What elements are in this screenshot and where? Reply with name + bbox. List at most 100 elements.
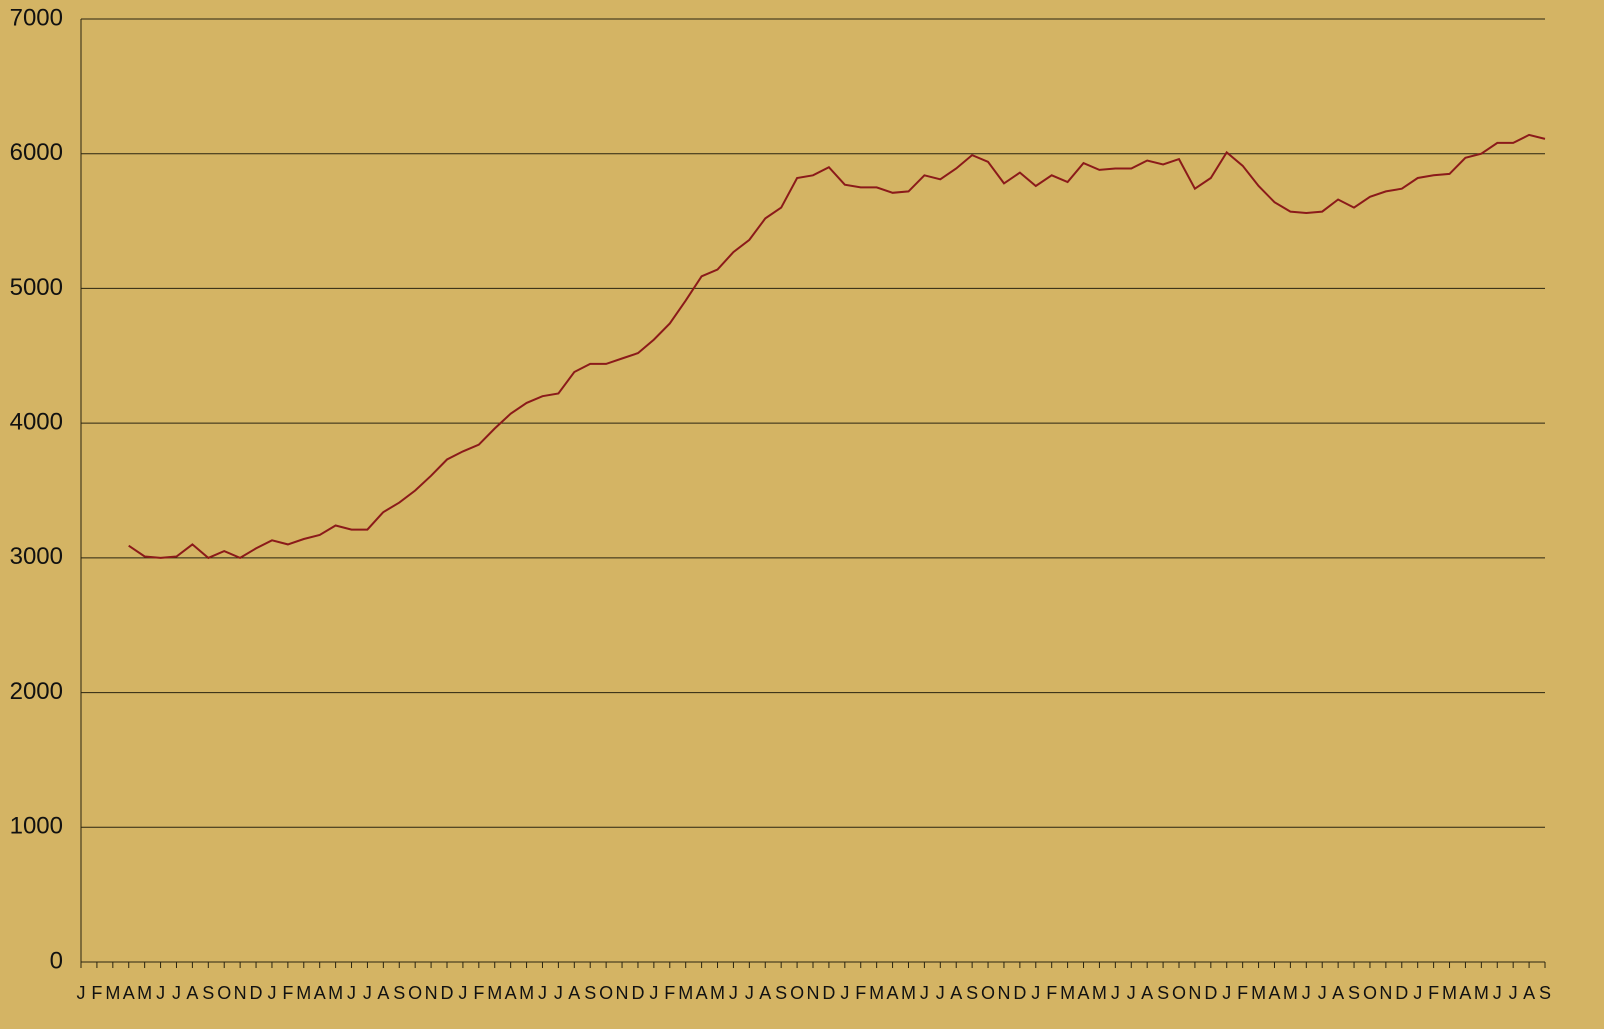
- x-tick-label: J: [729, 983, 738, 1003]
- x-tick-label: N: [997, 983, 1010, 1003]
- x-tick-label: A: [1078, 983, 1090, 1003]
- x-tick-label: S: [584, 983, 596, 1003]
- x-tick-label: M: [328, 983, 343, 1003]
- x-tick-label: M: [1251, 983, 1266, 1003]
- x-tick-label: J: [1318, 983, 1327, 1003]
- x-tick-label: S: [1157, 983, 1169, 1003]
- y-tick-label: 5000: [10, 274, 63, 301]
- x-tick-label: D: [822, 983, 835, 1003]
- x-tick-label: J: [920, 983, 929, 1003]
- x-tick-label: A: [1459, 983, 1471, 1003]
- x-tick-label: A: [1332, 983, 1344, 1003]
- x-tick-label: D: [1395, 983, 1408, 1003]
- x-tick-label: D: [441, 983, 454, 1003]
- x-tick-label: M: [1060, 983, 1075, 1003]
- x-tick-label: J: [1031, 983, 1040, 1003]
- x-tick-label: M: [1092, 983, 1107, 1003]
- x-tick-label: S: [393, 983, 405, 1003]
- x-tick-label: J: [1493, 983, 1502, 1003]
- x-tick-label: J: [745, 983, 754, 1003]
- x-tick-label: O: [1363, 983, 1377, 1003]
- x-tick-label: J: [840, 983, 849, 1003]
- y-tick-label: 7000: [10, 4, 63, 31]
- y-tick-label: 3000: [10, 543, 63, 570]
- x-tick-label: M: [105, 983, 120, 1003]
- x-tick-label: J: [538, 983, 547, 1003]
- x-tick-label: O: [981, 983, 995, 1003]
- x-tick-label: J: [1222, 983, 1231, 1003]
- x-tick-label: A: [1141, 983, 1153, 1003]
- x-tick-label: A: [887, 983, 899, 1003]
- x-tick-label: F: [1046, 983, 1057, 1003]
- x-tick-label: M: [1442, 983, 1457, 1003]
- x-tick-label: J: [1509, 983, 1518, 1003]
- x-tick-label: J: [1302, 983, 1311, 1003]
- x-tick-label: D: [631, 983, 644, 1003]
- x-tick-label: M: [1474, 983, 1489, 1003]
- x-tick-label: M: [869, 983, 884, 1003]
- x-tick-label: A: [123, 983, 135, 1003]
- x-tick-label: J: [77, 983, 86, 1003]
- page: {"chart_data": {"type": "line", "categor…: [0, 0, 1604, 1029]
- x-tick-label: D: [250, 983, 263, 1003]
- x-tick-label: S: [1539, 983, 1551, 1003]
- x-tick-label: J: [936, 983, 945, 1003]
- x-tick-label: J: [172, 983, 181, 1003]
- x-tick-label: S: [966, 983, 978, 1003]
- x-tick-label: A: [950, 983, 962, 1003]
- x-tick-label: M: [487, 983, 502, 1003]
- x-tick-label: A: [1268, 983, 1280, 1003]
- x-tick-label: D: [1204, 983, 1217, 1003]
- x-tick-label: J: [649, 983, 658, 1003]
- x-tick-label: O: [408, 983, 422, 1003]
- line-series: [129, 135, 1545, 558]
- x-tick-label: J: [267, 983, 276, 1003]
- x-tick-label: M: [901, 983, 916, 1003]
- x-tick-label: J: [458, 983, 467, 1003]
- x-tick-label: F: [473, 983, 484, 1003]
- x-tick-label: A: [186, 983, 198, 1003]
- x-tick-label: A: [759, 983, 771, 1003]
- x-tick-label: O: [790, 983, 804, 1003]
- x-tick-label: F: [91, 983, 102, 1003]
- y-tick-label: 0: [50, 947, 63, 974]
- x-tick-label: O: [599, 983, 613, 1003]
- x-tick-label: M: [519, 983, 534, 1003]
- x-tick-label: S: [775, 983, 787, 1003]
- x-tick-label: J: [363, 983, 372, 1003]
- x-tick-label: M: [678, 983, 693, 1003]
- x-tick-label: A: [314, 983, 326, 1003]
- x-tick-label: N: [1188, 983, 1201, 1003]
- x-tick-label: A: [1523, 983, 1535, 1003]
- x-tick-label: D: [1013, 983, 1026, 1003]
- x-tick-label: O: [1172, 983, 1186, 1003]
- x-tick-label: J: [1127, 983, 1136, 1003]
- x-tick-label: N: [234, 983, 247, 1003]
- x-tick-label: S: [202, 983, 214, 1003]
- y-tick-label: 1000: [10, 813, 63, 840]
- x-tick-label: A: [568, 983, 580, 1003]
- x-tick-label: F: [855, 983, 866, 1003]
- x-tick-label: A: [696, 983, 708, 1003]
- x-tick-label: M: [1283, 983, 1298, 1003]
- x-tick-label: O: [217, 983, 231, 1003]
- x-tick-label: F: [1237, 983, 1248, 1003]
- y-tick-label: 6000: [10, 139, 63, 166]
- x-tick-label: J: [1413, 983, 1422, 1003]
- x-tick-label: N: [425, 983, 438, 1003]
- chart: 01000200030004000500060007000JFMAMJJASON…: [0, 0, 1604, 1029]
- x-tick-label: J: [347, 983, 356, 1003]
- x-tick-label: S: [1348, 983, 1360, 1003]
- x-tick-label: M: [137, 983, 152, 1003]
- x-tick-label: J: [1111, 983, 1120, 1003]
- x-tick-label: A: [505, 983, 517, 1003]
- x-tick-label: N: [1379, 983, 1392, 1003]
- x-tick-label: A: [377, 983, 389, 1003]
- x-tick-label: F: [664, 983, 675, 1003]
- x-tick-label: J: [554, 983, 563, 1003]
- x-tick-label: M: [710, 983, 725, 1003]
- x-tick-label: N: [807, 983, 820, 1003]
- x-tick-label: M: [296, 983, 311, 1003]
- x-tick-label: N: [616, 983, 629, 1003]
- x-tick-label: F: [282, 983, 293, 1003]
